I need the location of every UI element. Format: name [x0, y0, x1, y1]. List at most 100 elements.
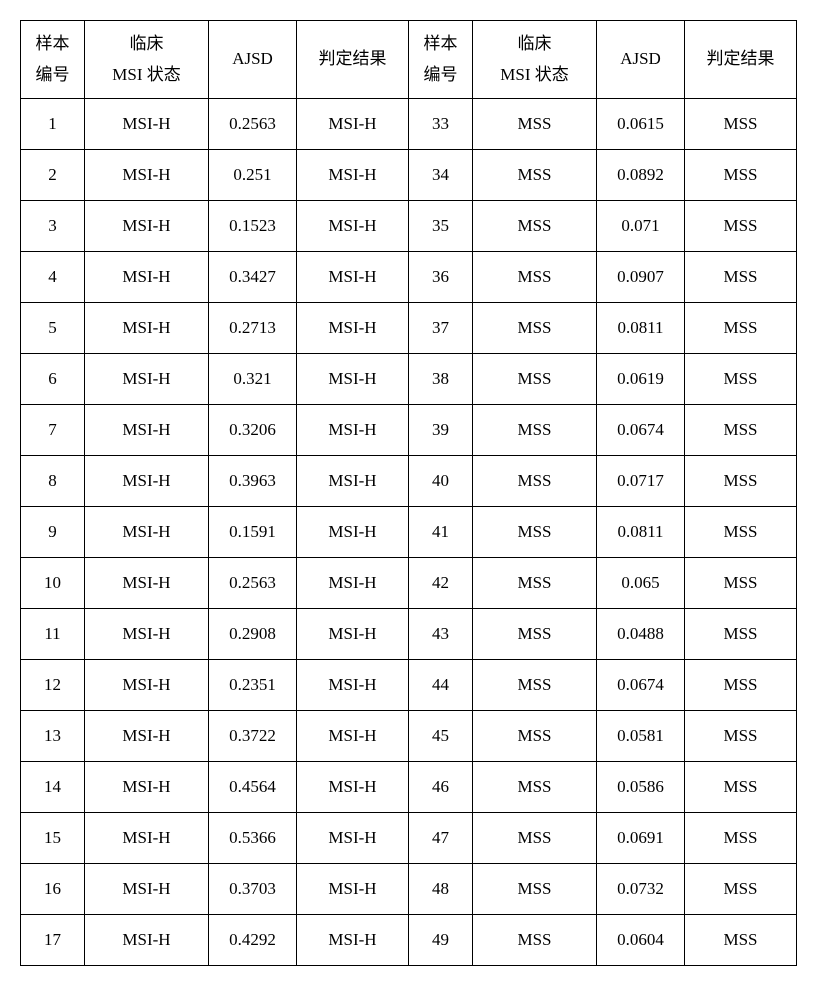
cell-result-b: MSS	[685, 609, 797, 660]
header-ajsd-b: AJSD	[597, 21, 685, 99]
cell-result-b: MSS	[685, 252, 797, 303]
cell-result-b: MSS	[685, 558, 797, 609]
cell-sample-id-a: 6	[21, 354, 85, 405]
cell-clinical-b: MSS	[473, 813, 597, 864]
cell-ajsd-b: 0.0586	[597, 762, 685, 813]
cell-clinical-a: MSI-H	[85, 609, 209, 660]
cell-ajsd-b: 0.0717	[597, 456, 685, 507]
cell-result-b: MSS	[685, 813, 797, 864]
cell-ajsd-b: 0.071	[597, 201, 685, 252]
cell-clinical-a: MSI-H	[85, 201, 209, 252]
cell-clinical-a: MSI-H	[85, 354, 209, 405]
cell-result-b: MSS	[685, 201, 797, 252]
cell-sample-id-a: 4	[21, 252, 85, 303]
cell-sample-id-b: 43	[409, 609, 473, 660]
cell-result-b: MSS	[685, 99, 797, 150]
cell-ajsd-b: 0.0615	[597, 99, 685, 150]
cell-ajsd-a: 0.2908	[209, 609, 297, 660]
cell-ajsd-a: 0.4292	[209, 915, 297, 966]
cell-ajsd-a: 0.4564	[209, 762, 297, 813]
cell-ajsd-b: 0.0811	[597, 303, 685, 354]
table-row: 12MSI-H0.2351MSI-H44MSS0.0674MSS	[21, 660, 797, 711]
cell-ajsd-b: 0.0732	[597, 864, 685, 915]
cell-clinical-a: MSI-H	[85, 711, 209, 762]
cell-sample-id-a: 16	[21, 864, 85, 915]
cell-result-a: MSI-H	[297, 558, 409, 609]
cell-sample-id-b: 38	[409, 354, 473, 405]
cell-result-a: MSI-H	[297, 507, 409, 558]
cell-result-a: MSI-H	[297, 150, 409, 201]
cell-clinical-b: MSS	[473, 609, 597, 660]
cell-result-a: MSI-H	[297, 303, 409, 354]
msi-data-table: 样本 编号 临床 MSI 状态 AJSD 判定结果 样本 编号 临床 MSI 状…	[20, 20, 797, 966]
cell-result-a: MSI-H	[297, 609, 409, 660]
header-sample-id-a: 样本 编号	[21, 21, 85, 99]
table-row: 17MSI-H0.4292MSI-H49MSS0.0604MSS	[21, 915, 797, 966]
table-row: 5MSI-H0.2713MSI-H37MSS0.0811MSS	[21, 303, 797, 354]
cell-clinical-a: MSI-H	[85, 660, 209, 711]
cell-result-b: MSS	[685, 507, 797, 558]
cell-sample-id-a: 1	[21, 99, 85, 150]
cell-result-b: MSS	[685, 354, 797, 405]
cell-ajsd-a: 0.3722	[209, 711, 297, 762]
header-sample-id-line1: 样本	[21, 29, 84, 60]
table-row: 8MSI-H0.3963MSI-H40MSS0.0717MSS	[21, 456, 797, 507]
cell-sample-id-a: 17	[21, 915, 85, 966]
header-sample-id-line2: 编号	[21, 60, 84, 91]
header-clinical-b: 临床 MSI 状态	[473, 21, 597, 99]
cell-result-b: MSS	[685, 915, 797, 966]
cell-clinical-b: MSS	[473, 252, 597, 303]
cell-ajsd-a: 0.251	[209, 150, 297, 201]
header-ajsd-a: AJSD	[209, 21, 297, 99]
table-row: 10MSI-H0.2563MSI-H42MSS0.065MSS	[21, 558, 797, 609]
cell-ajsd-a: 0.3703	[209, 864, 297, 915]
cell-result-b: MSS	[685, 762, 797, 813]
cell-sample-id-a: 10	[21, 558, 85, 609]
cell-ajsd-a: 0.2563	[209, 99, 297, 150]
cell-sample-id-b: 45	[409, 711, 473, 762]
cell-clinical-b: MSS	[473, 303, 597, 354]
cell-clinical-b: MSS	[473, 507, 597, 558]
cell-sample-id-b: 36	[409, 252, 473, 303]
cell-clinical-a: MSI-H	[85, 762, 209, 813]
cell-clinical-b: MSS	[473, 201, 597, 252]
table-row: 13MSI-H0.3722MSI-H45MSS0.0581MSS	[21, 711, 797, 762]
cell-sample-id-a: 7	[21, 405, 85, 456]
cell-clinical-a: MSI-H	[85, 864, 209, 915]
header-result-b: 判定结果	[685, 21, 797, 99]
cell-result-a: MSI-H	[297, 405, 409, 456]
header-clinical-line1: 临床	[473, 29, 596, 60]
table-row: 3MSI-H0.1523MSI-H35MSS0.071MSS	[21, 201, 797, 252]
cell-clinical-b: MSS	[473, 864, 597, 915]
cell-clinical-a: MSI-H	[85, 507, 209, 558]
table-row: 1MSI-H0.2563MSI-H33MSS0.0615MSS	[21, 99, 797, 150]
table-row: 14MSI-H0.4564MSI-H46MSS0.0586MSS	[21, 762, 797, 813]
header-sample-id-line2: 编号	[409, 60, 472, 91]
cell-sample-id-b: 40	[409, 456, 473, 507]
cell-result-a: MSI-H	[297, 354, 409, 405]
cell-sample-id-a: 2	[21, 150, 85, 201]
cell-sample-id-a: 5	[21, 303, 85, 354]
cell-result-b: MSS	[685, 864, 797, 915]
cell-sample-id-a: 9	[21, 507, 85, 558]
cell-clinical-b: MSS	[473, 456, 597, 507]
cell-ajsd-b: 0.0811	[597, 507, 685, 558]
cell-sample-id-a: 8	[21, 456, 85, 507]
cell-sample-id-a: 13	[21, 711, 85, 762]
cell-ajsd-a: 0.3427	[209, 252, 297, 303]
cell-sample-id-b: 49	[409, 915, 473, 966]
cell-sample-id-a: 12	[21, 660, 85, 711]
cell-ajsd-b: 0.0604	[597, 915, 685, 966]
cell-result-a: MSI-H	[297, 99, 409, 150]
cell-result-a: MSI-H	[297, 762, 409, 813]
cell-clinical-a: MSI-H	[85, 99, 209, 150]
cell-sample-id-a: 15	[21, 813, 85, 864]
table-header-row: 样本 编号 临床 MSI 状态 AJSD 判定结果 样本 编号 临床 MSI 状…	[21, 21, 797, 99]
cell-ajsd-a: 0.3963	[209, 456, 297, 507]
cell-clinical-b: MSS	[473, 660, 597, 711]
cell-clinical-a: MSI-H	[85, 252, 209, 303]
table-row: 6MSI-H0.321MSI-H38MSS0.0619MSS	[21, 354, 797, 405]
cell-ajsd-b: 0.0674	[597, 660, 685, 711]
cell-ajsd-b: 0.0907	[597, 252, 685, 303]
cell-clinical-b: MSS	[473, 762, 597, 813]
